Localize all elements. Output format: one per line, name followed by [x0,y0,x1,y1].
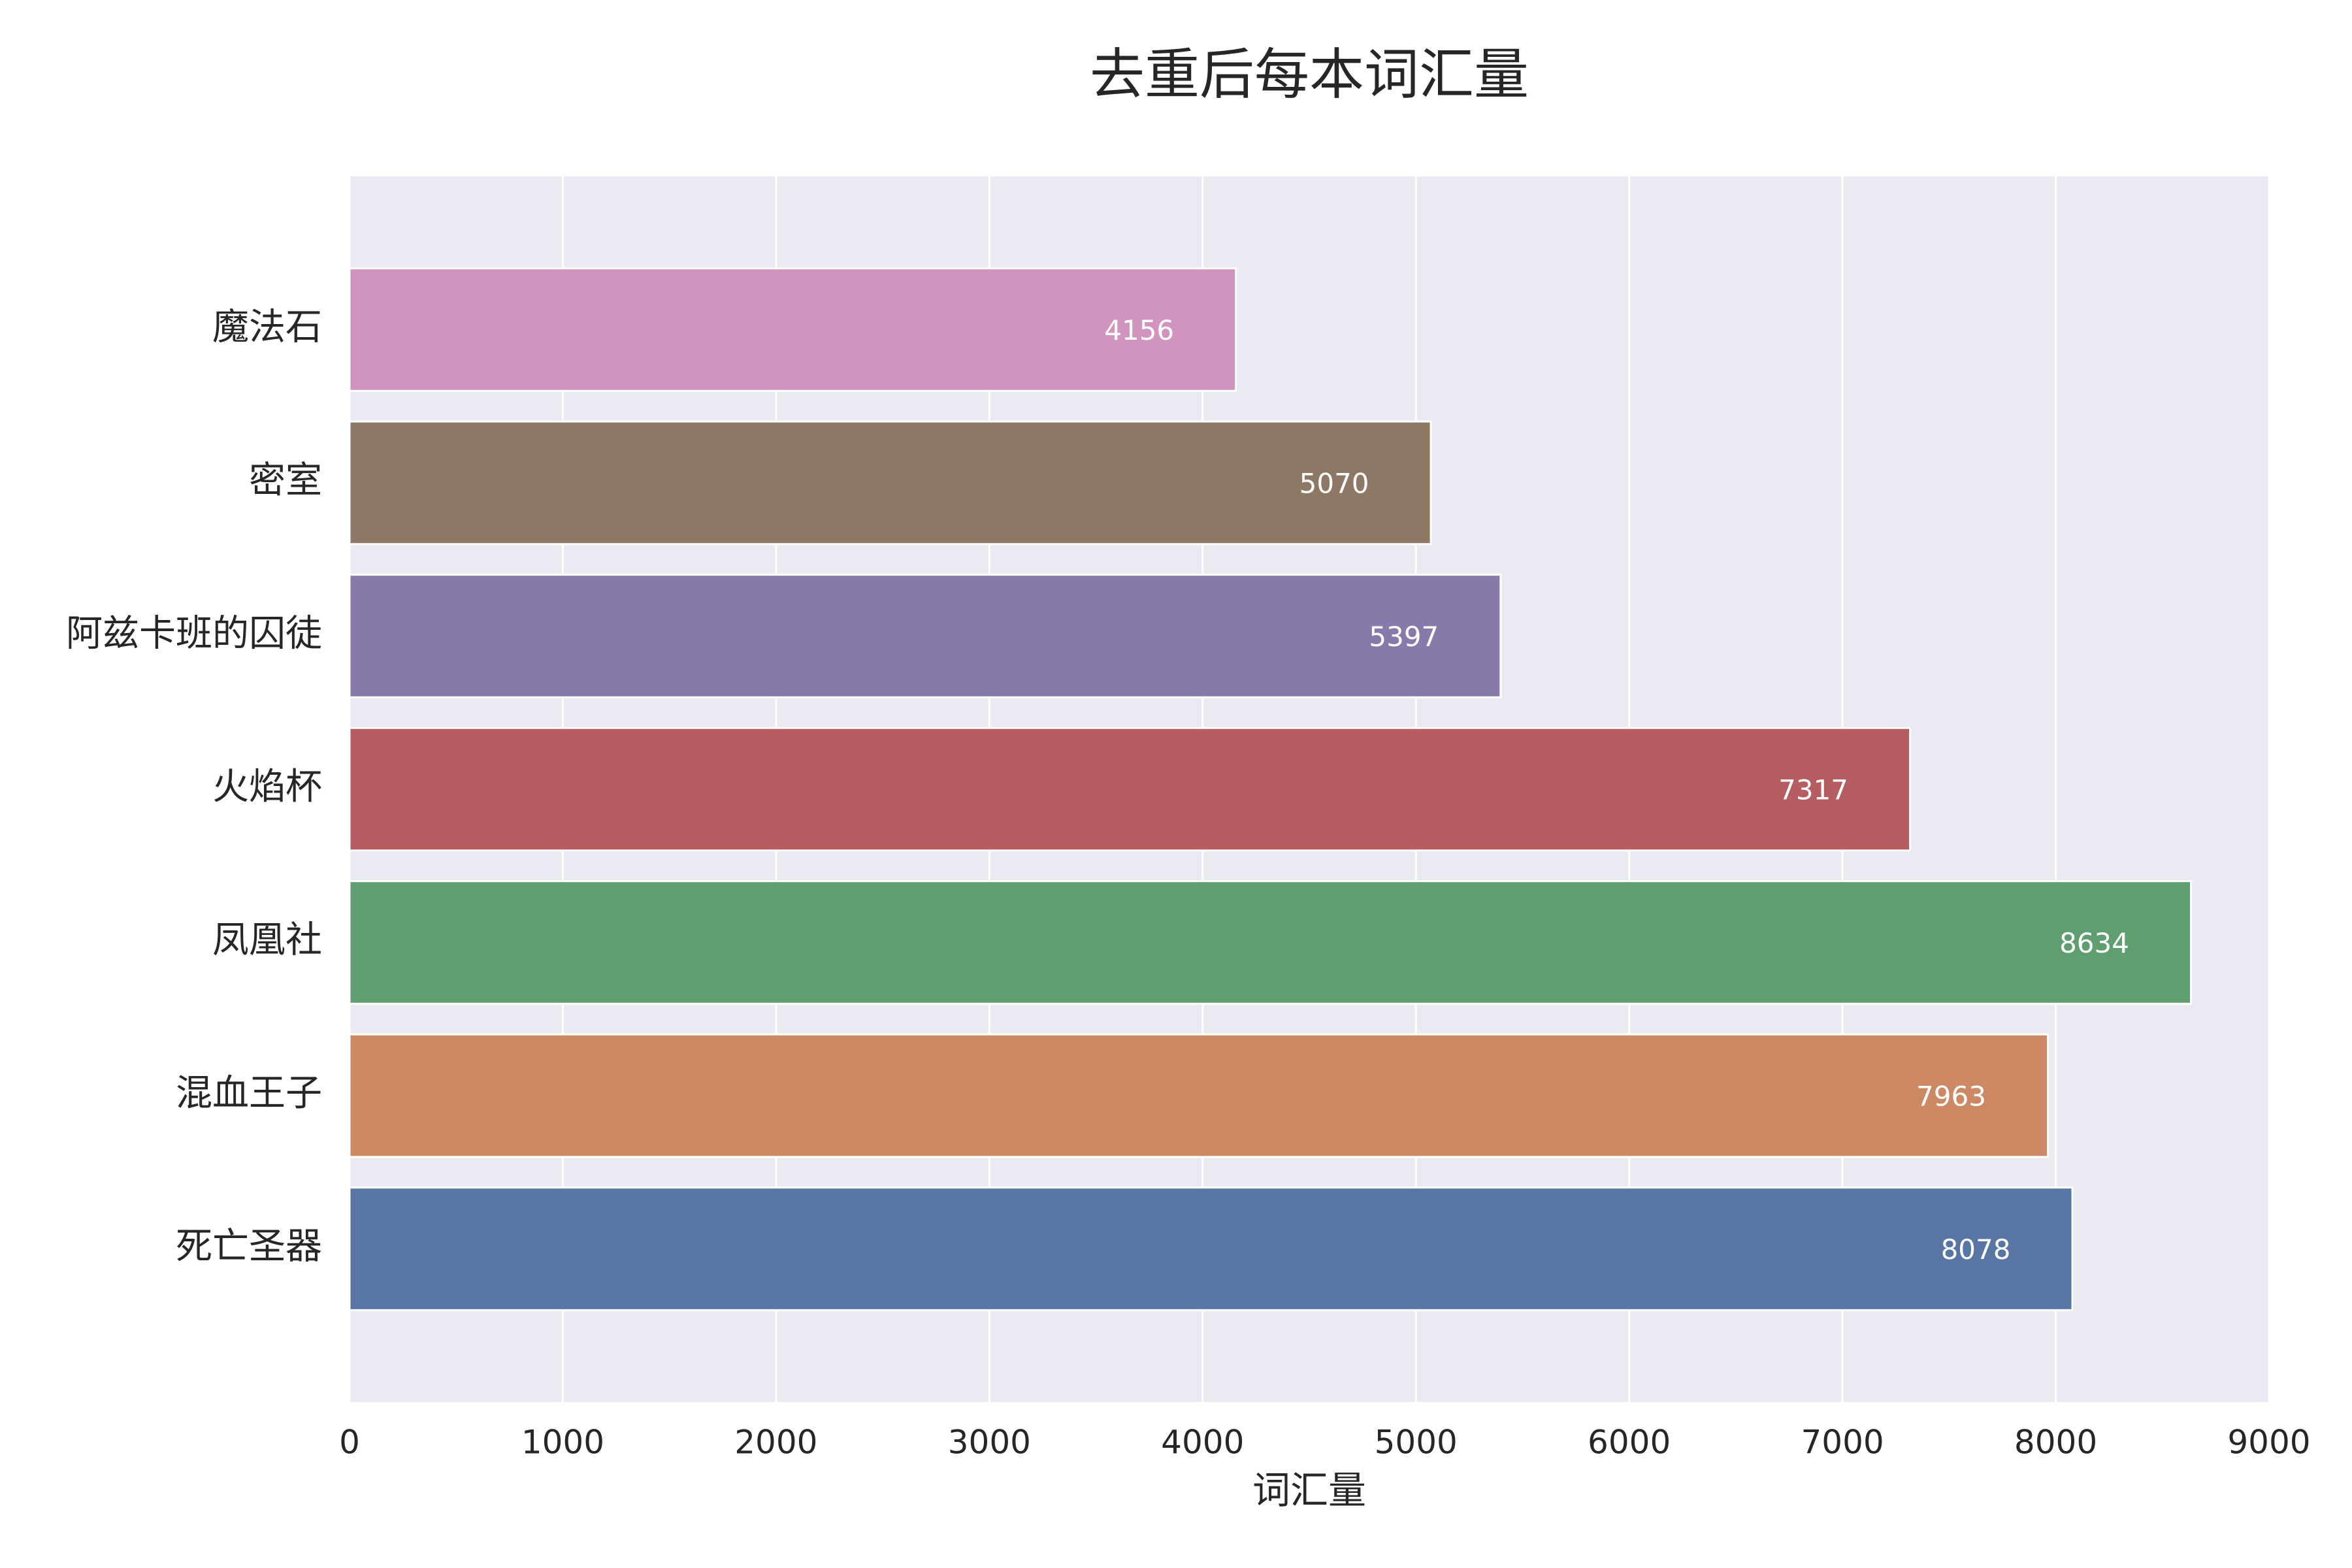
y-tick-label: 火焰杯 [212,766,322,808]
value-label: 5397 [1369,621,1439,653]
x-axis-label: 词汇量 [1252,1468,1366,1512]
value-label: 4156 [1104,314,1174,346]
value-label: 7963 [1916,1081,1986,1113]
y-tick-label: 阿兹卡班的囚徒 [66,613,322,655]
bar [348,420,1432,546]
y-tick-label: 死亡圣器 [176,1226,322,1268]
value-label: 7317 [1778,774,1848,806]
y-tick-label: 凤凰社 [212,919,322,962]
bar [348,1033,2049,1158]
bar [348,880,2193,1005]
bar [348,267,1237,392]
y-tick-label: 魔法石 [212,306,322,349]
y-tick-label: 密室 [249,459,322,502]
x-tick-label: 0 [339,1424,360,1462]
x-tick-label: 6000 [1588,1424,1671,1462]
x-tick-label: 5000 [1375,1424,1458,1462]
x-tick-label: 4000 [1161,1424,1244,1462]
bar [348,727,1912,852]
value-label: 5070 [1299,468,1369,500]
x-tick-label: 1000 [521,1424,604,1462]
y-tick-label: 混血王子 [176,1072,322,1115]
x-tick-label: 2000 [734,1424,817,1462]
bar [348,574,1502,698]
x-tick-label: 8000 [2014,1424,2097,1462]
x-tick-label: 7000 [1801,1424,1884,1462]
value-label: 8078 [1941,1233,2011,1266]
value-label: 8634 [2059,927,2129,959]
chart-title: 去重后每本词汇量 [1090,42,1529,106]
x-tick-label: 9000 [2227,1424,2310,1462]
x-tick-label: 3000 [948,1424,1031,1462]
bar [348,1186,2074,1311]
